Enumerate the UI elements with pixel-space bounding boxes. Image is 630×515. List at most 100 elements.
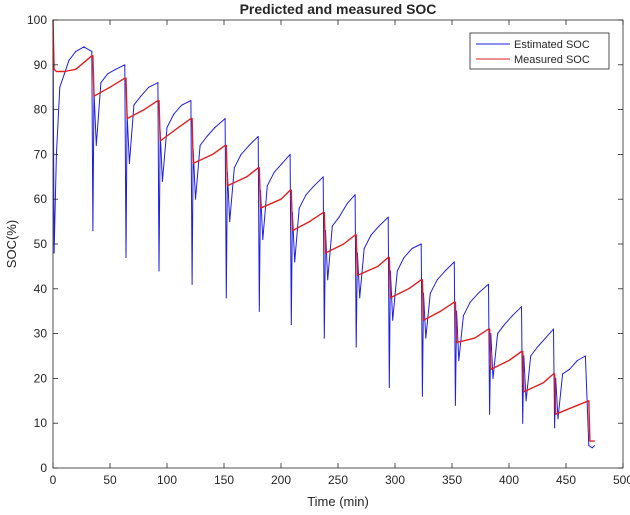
data-point-measured-soc xyxy=(290,189,292,191)
data-point-measured-soc xyxy=(593,440,596,442)
data-point-estimated-soc xyxy=(225,297,227,299)
data-point-estimated-soc xyxy=(411,247,413,250)
data-point-estimated-soc xyxy=(100,82,102,84)
y-axis-label: SOC(%) xyxy=(4,220,19,268)
data-point-measured-soc xyxy=(159,140,161,142)
data-point-estimated-soc xyxy=(544,337,547,339)
data-point-estimated-soc xyxy=(530,355,532,357)
data-point-estimated-soc xyxy=(387,216,389,218)
data-point-measured-soc xyxy=(324,252,327,254)
data-point-measured-soc xyxy=(388,256,390,258)
data-point-estimated-soc xyxy=(392,319,394,321)
data-point-measured-soc xyxy=(508,359,510,362)
data-point-measured-soc xyxy=(158,100,160,102)
data-point-estimated-soc xyxy=(363,247,365,250)
data-point-estimated-soc xyxy=(190,100,192,102)
data-point-measured-soc xyxy=(440,310,442,312)
data-point-estimated-soc xyxy=(166,126,168,129)
data-point-estimated-soc xyxy=(490,333,492,335)
data-point-estimated-soc xyxy=(140,95,142,97)
data-point-measured-soc xyxy=(589,440,591,442)
y-tick-label: 80 xyxy=(34,103,48,117)
data-point-estimated-soc xyxy=(240,153,242,155)
data-point-estimated-soc xyxy=(436,279,438,281)
data-point-measured-soc xyxy=(53,68,55,70)
data-point-estimated-soc xyxy=(453,261,455,263)
data-point-estimated-soc xyxy=(53,252,55,254)
data-point-estimated-soc xyxy=(173,113,175,115)
chart-title: Predicted and measured SOC xyxy=(240,1,437,17)
data-point-estimated-soc xyxy=(273,171,275,173)
data-point-estimated-soc xyxy=(593,445,596,447)
data-point-measured-soc xyxy=(356,274,358,276)
data-point-estimated-soc xyxy=(584,355,587,357)
data-point-estimated-soc xyxy=(68,59,70,61)
data-point-measured-soc xyxy=(522,350,524,353)
data-point-estimated-soc xyxy=(115,68,117,70)
data-point-estimated-soc xyxy=(107,73,109,75)
data-point-estimated-soc xyxy=(181,104,183,106)
data-point-measured-soc xyxy=(257,167,259,169)
data-point-measured-soc xyxy=(474,337,476,339)
y-tick-label: 30 xyxy=(34,327,48,341)
data-point-measured-soc xyxy=(490,368,492,370)
x-axis-ticks: 0 50 100 150 200 250 300 350 400 450 500 xyxy=(50,20,630,487)
data-point-measured-soc xyxy=(92,55,94,57)
data-point-measured-soc xyxy=(422,319,425,321)
data-point-estimated-soc xyxy=(305,194,307,196)
legend: Estimated SOC Measured SOC xyxy=(469,32,610,70)
data-point-estimated-soc xyxy=(206,135,208,138)
data-point-measured-soc xyxy=(354,234,356,236)
data-point-measured-soc xyxy=(456,342,458,344)
y-tick-label: 50 xyxy=(34,237,48,251)
y-tick-label: 60 xyxy=(34,192,48,206)
data-point-estimated-soc xyxy=(396,270,398,272)
plot-area xyxy=(53,20,623,468)
data-point-estimated-soc xyxy=(462,315,464,317)
data-point-estimated-soc xyxy=(128,162,130,164)
data-point-measured-soc xyxy=(280,198,282,200)
y-tick-label: 20 xyxy=(34,371,48,385)
data-point-measured-soc xyxy=(246,176,248,178)
data-point-measured-soc xyxy=(576,404,579,406)
data-point-estimated-soc xyxy=(248,144,250,146)
y-tick-label: 40 xyxy=(34,282,48,296)
data-point-measured-soc xyxy=(55,70,58,73)
data-point-estimated-soc xyxy=(262,238,264,241)
data-point-measured-soc xyxy=(192,162,194,164)
data-point-estimated-soc xyxy=(75,50,77,53)
data-point-measured-soc xyxy=(523,391,525,393)
data-point-measured-soc xyxy=(552,373,555,375)
data-point-measured-soc xyxy=(258,167,260,169)
data-point-measured-soc xyxy=(190,118,192,120)
y-axis-ticks: 0 10 20 30 40 50 60 70 80 90 100 xyxy=(27,13,623,475)
data-point-measured-soc xyxy=(259,207,262,209)
data-point-estimated-soc xyxy=(290,324,292,326)
x-tick-label: 50 xyxy=(103,473,117,487)
data-point-estimated-soc xyxy=(425,337,427,339)
data-point-estimated-soc xyxy=(576,359,579,362)
data-point-estimated-soc xyxy=(503,324,505,326)
data-point-estimated-soc xyxy=(148,86,150,88)
data-point-measured-soc xyxy=(554,373,556,375)
data-point-measured-soc xyxy=(343,243,345,245)
x-tick-label: 200 xyxy=(271,473,291,487)
data-point-measured-soc xyxy=(289,189,291,191)
data-point-estimated-soc xyxy=(403,256,405,258)
data-point-estimated-soc xyxy=(125,256,127,258)
data-point-estimated-soc xyxy=(322,176,324,178)
data-point-estimated-soc xyxy=(229,221,231,223)
data-point-estimated-soc xyxy=(378,225,380,227)
data-point-estimated-soc xyxy=(313,185,315,187)
data-point-estimated-soc xyxy=(124,64,126,66)
data-point-estimated-soc xyxy=(59,86,61,88)
data-point-estimated-soc xyxy=(370,234,372,236)
data-point-measured-soc xyxy=(355,234,357,236)
data-point-measured-soc xyxy=(421,279,423,281)
x-tick-label: 450 xyxy=(556,473,576,487)
data-point-estimated-soc xyxy=(421,395,423,397)
data-point-estimated-soc xyxy=(588,445,590,447)
data-point-estimated-soc xyxy=(298,207,300,209)
data-point-measured-soc xyxy=(588,400,590,402)
data-point-measured-soc xyxy=(453,301,455,303)
